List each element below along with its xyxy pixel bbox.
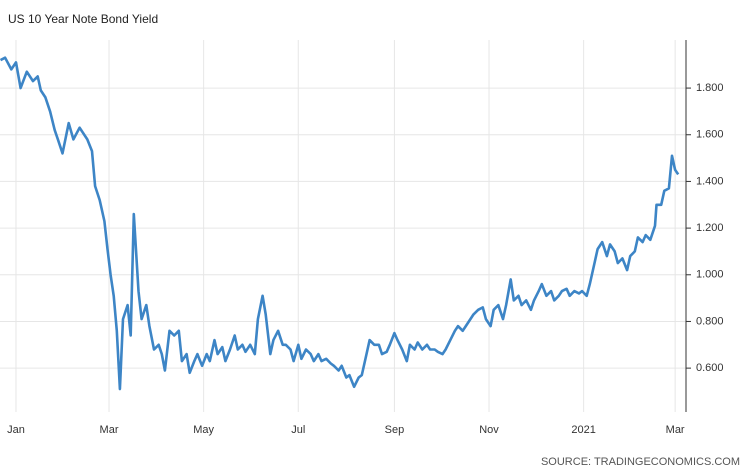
y-tick-label: 1.800	[696, 82, 724, 94]
y-tick-label: 1.600	[696, 129, 724, 141]
x-tick-label: May	[193, 424, 214, 436]
y-tick-label: 1.200	[696, 222, 724, 234]
x-tick-label: Jul	[291, 424, 305, 436]
source: SOURCE: TRADINGECONOMICS.COM	[541, 456, 740, 468]
x-tick-label: Sep	[385, 424, 405, 436]
chart-title: US 10 Year Note Bond Yield	[8, 12, 158, 26]
y-tick-label: 1.000	[696, 269, 724, 281]
y-tick-label: 0.600	[696, 362, 724, 374]
x-tick-label: Mar	[666, 424, 685, 436]
x-tick-label: Jan	[7, 424, 25, 436]
x-tick-label: Mar	[100, 424, 119, 436]
x-tick-label: Nov	[479, 424, 499, 436]
line-series	[0, 56, 680, 391]
x-tick-label: 2021	[571, 424, 595, 436]
y-tick-label: 1.400	[696, 175, 724, 187]
y-tick-label: 0.800	[696, 315, 724, 327]
